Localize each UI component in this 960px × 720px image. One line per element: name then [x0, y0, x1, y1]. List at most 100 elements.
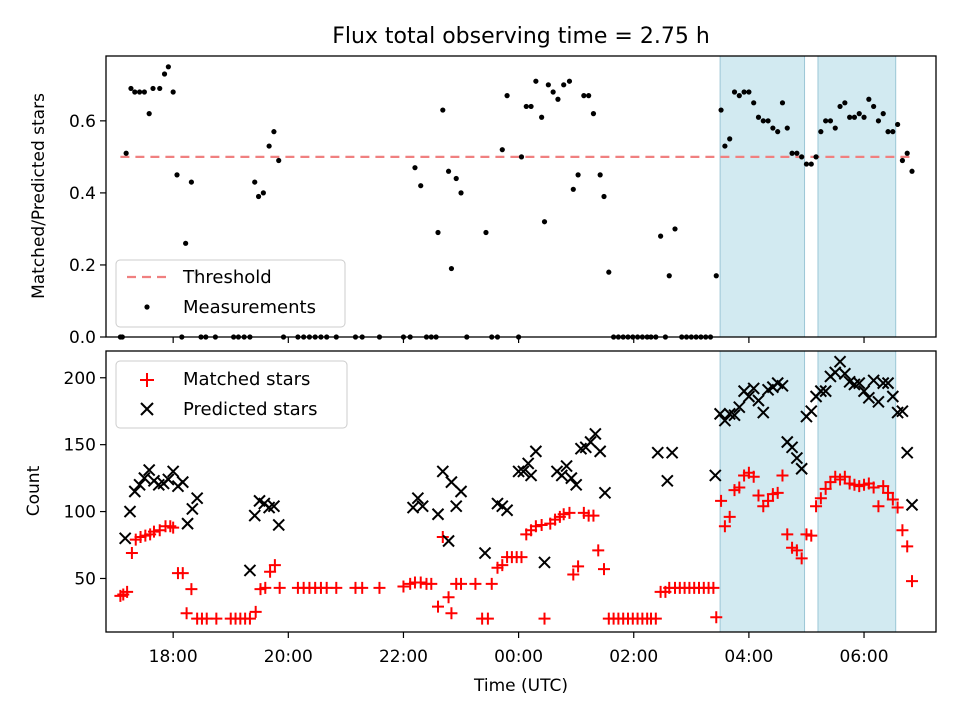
measurement-point [550, 89, 556, 95]
measurement-point [170, 89, 176, 95]
predicted-star-point [862, 391, 876, 405]
measurement-point [132, 89, 138, 95]
matched-points [114, 466, 919, 625]
legend-box [115, 259, 346, 328]
predicted-star-point [436, 465, 450, 478]
matched-star-point [771, 486, 784, 499]
matched-star-point [481, 612, 494, 625]
predicted-star-point [181, 517, 194, 530]
predicted-star-point [190, 491, 204, 505]
y-axis-label: Matched/Predicted stars [29, 93, 49, 299]
predicted-star-point [500, 504, 514, 517]
predicted-star-point [267, 500, 281, 513]
measurement-point [666, 273, 672, 279]
measurement-point [794, 150, 800, 156]
matched-star-point [397, 580, 410, 593]
measurement-point [727, 136, 733, 142]
predicted-star-point [838, 367, 852, 380]
measurement-point [555, 96, 561, 102]
measurement-point [722, 143, 728, 149]
y-tick-label: 0.4 [69, 184, 96, 204]
measurement-point [775, 129, 781, 135]
measurement-point [590, 111, 597, 117]
predicted-star-point [166, 465, 180, 478]
measurement-point [499, 147, 505, 153]
measurement-point [570, 186, 576, 192]
predicted-star-point [538, 556, 551, 569]
shaded-interval [817, 55, 897, 338]
measurement-point [827, 118, 834, 124]
matched-star-point [496, 559, 509, 572]
matched-star-point [733, 481, 746, 494]
matched-star-point [529, 520, 542, 533]
measurement-point [909, 168, 915, 174]
measurement-point [157, 85, 163, 92]
measurement-point [789, 150, 795, 156]
measurement-point [575, 172, 581, 178]
legend-measurements-swatch [144, 304, 150, 310]
predicted-star-point [186, 502, 199, 516]
x-axis-label: Time (UTC) [473, 676, 568, 696]
measurement-point [856, 111, 862, 117]
predicted-star-point [733, 400, 746, 414]
matched-star-point [469, 577, 482, 590]
measurement-point [606, 269, 612, 275]
matched-star-point [587, 509, 600, 522]
predicted-star-point [795, 462, 808, 475]
measurement-point [504, 93, 510, 99]
chart-title: Flux total observing time = 2.75 h [332, 24, 710, 49]
y-ticks: 0.0 0.2 0.4 0.6 [69, 112, 106, 348]
matched-star-point [877, 480, 890, 493]
predicted-star-point [142, 463, 156, 477]
measurement-point [435, 229, 441, 236]
x-tick-label: 04:00 [724, 647, 773, 667]
legend-threshold-label: Threshold [182, 267, 272, 288]
predicted-points [118, 355, 919, 577]
measurement-point [760, 118, 766, 124]
measurement-point [266, 143, 272, 149]
predicted-star-point [162, 473, 175, 486]
matched-star-point [210, 612, 223, 625]
predicted-star-point [709, 469, 722, 482]
legend-matched-swatch [140, 373, 154, 387]
measurement-point [736, 93, 742, 99]
predicted-star-point [661, 474, 674, 488]
predicted-star-point [454, 485, 468, 498]
measurement-point [601, 193, 607, 200]
predicted-star-point [785, 441, 799, 454]
predicted-star-point [560, 459, 573, 473]
predicted-star-point [517, 465, 530, 478]
measurement-point [847, 114, 853, 120]
matched-star-point [538, 612, 551, 625]
predicted-star-point [128, 485, 141, 498]
measurement-point [412, 165, 418, 171]
measurement-point [837, 103, 843, 110]
matched-star-point [373, 581, 386, 594]
predicted-star-point [478, 546, 492, 560]
measurement-point [799, 154, 805, 160]
measurement-point [418, 183, 424, 189]
measurement-point [146, 111, 152, 117]
matched-star-point [891, 501, 904, 514]
measurement-point [566, 78, 573, 84]
matched-star-point [819, 482, 832, 495]
predicted-star-point [776, 379, 789, 392]
matched-star-point [762, 494, 775, 507]
legend-predicted-swatch [140, 402, 154, 416]
measurement-point [895, 121, 901, 128]
matched-star-point [872, 500, 885, 513]
matched-star-point [330, 581, 343, 594]
measurement-point [658, 233, 664, 239]
measurement-point [861, 114, 867, 120]
predicted-star-point [857, 384, 871, 398]
matched-star-point [718, 520, 731, 533]
measurement-point [746, 89, 752, 95]
legend-measurements-label: Measurements [183, 297, 316, 318]
predicted-star-point [867, 374, 880, 387]
matched-star-point [243, 612, 256, 625]
y-tick-label: 50 [74, 569, 96, 589]
measurement-point [890, 129, 896, 135]
matched-star-point [707, 581, 720, 594]
measurement-point [866, 96, 872, 102]
predicted-star-point [565, 471, 578, 485]
